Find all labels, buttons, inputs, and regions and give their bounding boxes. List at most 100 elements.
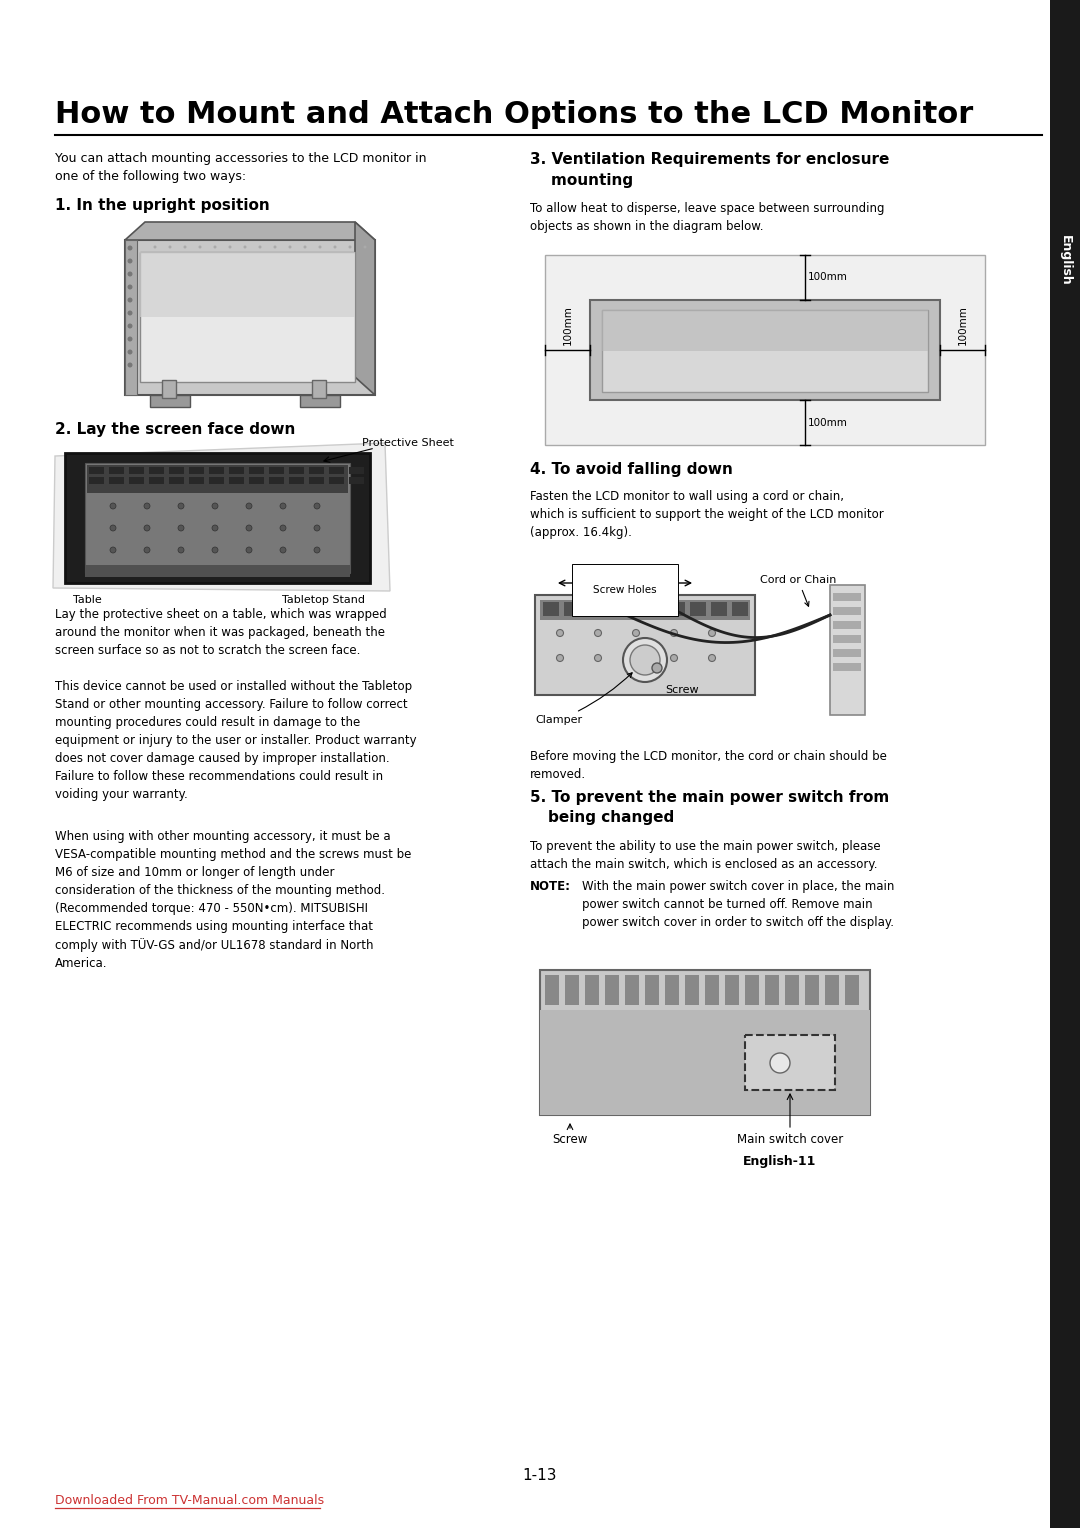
- Bar: [168, 477, 184, 484]
- Circle shape: [246, 526, 252, 532]
- Bar: [85, 565, 350, 578]
- Circle shape: [671, 654, 677, 662]
- Circle shape: [144, 547, 150, 553]
- Circle shape: [212, 503, 218, 509]
- Bar: [711, 602, 727, 616]
- Circle shape: [319, 246, 322, 249]
- Bar: [665, 975, 679, 1005]
- Bar: [606, 602, 622, 616]
- Text: 100mm: 100mm: [808, 417, 848, 428]
- Bar: [564, 602, 580, 616]
- Circle shape: [280, 526, 286, 532]
- Circle shape: [127, 324, 133, 329]
- Circle shape: [556, 630, 564, 637]
- Bar: [162, 380, 176, 397]
- Bar: [540, 1010, 870, 1115]
- Bar: [833, 649, 861, 657]
- Text: 3. Ventilation Requirements for enclosure
    mounting: 3. Ventilation Requirements for enclosur…: [530, 151, 889, 188]
- Polygon shape: [125, 222, 375, 240]
- Text: being changed: being changed: [548, 810, 674, 825]
- Circle shape: [110, 547, 116, 553]
- Bar: [669, 602, 685, 616]
- Bar: [565, 975, 579, 1005]
- Circle shape: [280, 547, 286, 553]
- Text: How to Mount and Attach Options to the LCD Monitor: How to Mount and Attach Options to the L…: [55, 99, 973, 128]
- Circle shape: [168, 246, 172, 249]
- Bar: [349, 468, 364, 474]
- Bar: [545, 255, 985, 445]
- Text: You can attach mounting accessories to the LCD monitor in
one of the following t: You can attach mounting accessories to t…: [55, 151, 427, 183]
- Text: 4. To avoid falling down: 4. To avoid falling down: [530, 461, 733, 477]
- Text: 358mm: 358mm: [605, 570, 645, 581]
- Bar: [685, 975, 699, 1005]
- Bar: [648, 602, 664, 616]
- Text: 5. To prevent the main power switch from: 5. To prevent the main power switch from: [530, 790, 889, 805]
- Circle shape: [273, 246, 276, 249]
- Text: To allow heat to disperse, leave space between surrounding
objects as shown in t: To allow heat to disperse, leave space b…: [530, 202, 885, 232]
- Bar: [845, 975, 859, 1005]
- Bar: [543, 602, 559, 616]
- Bar: [149, 468, 164, 474]
- Circle shape: [334, 246, 337, 249]
- Text: When using with other mounting accessory, it must be a
VESA-compatible mounting : When using with other mounting accessory…: [55, 830, 411, 970]
- Circle shape: [178, 503, 184, 509]
- Bar: [109, 468, 124, 474]
- Circle shape: [214, 246, 216, 249]
- Bar: [602, 310, 928, 351]
- Bar: [229, 468, 244, 474]
- Text: Screw: Screw: [665, 685, 699, 695]
- Bar: [149, 477, 164, 484]
- Bar: [690, 602, 706, 616]
- Circle shape: [258, 246, 261, 249]
- Bar: [627, 602, 643, 616]
- Bar: [602, 310, 928, 393]
- Text: 2. Lay the screen face down: 2. Lay the screen face down: [55, 422, 295, 437]
- Circle shape: [178, 547, 184, 553]
- Circle shape: [652, 663, 662, 672]
- Text: 100mm: 100mm: [563, 306, 572, 345]
- Circle shape: [153, 246, 157, 249]
- Bar: [229, 477, 244, 484]
- Bar: [745, 975, 759, 1005]
- Text: English-11: English-11: [743, 1155, 816, 1167]
- Bar: [785, 975, 799, 1005]
- Bar: [1050, 0, 1080, 1528]
- Text: 1. In the upright position: 1. In the upright position: [55, 199, 270, 212]
- Bar: [590, 299, 940, 400]
- Bar: [349, 477, 364, 484]
- Bar: [87, 465, 348, 494]
- Circle shape: [127, 258, 133, 263]
- Bar: [269, 477, 284, 484]
- Bar: [329, 468, 345, 474]
- Bar: [210, 468, 224, 474]
- Circle shape: [280, 503, 286, 509]
- Circle shape: [243, 246, 246, 249]
- Text: Before moving the LCD monitor, the cord or chain should be
removed.: Before moving the LCD monitor, the cord …: [530, 750, 887, 781]
- Bar: [150, 396, 190, 406]
- Circle shape: [623, 639, 667, 681]
- Circle shape: [127, 272, 133, 277]
- Polygon shape: [53, 443, 390, 591]
- Bar: [89, 468, 104, 474]
- Bar: [89, 477, 104, 484]
- Circle shape: [127, 246, 133, 251]
- Text: English: English: [1058, 235, 1071, 286]
- Circle shape: [708, 654, 715, 662]
- Circle shape: [110, 526, 116, 532]
- Text: NOTE:: NOTE:: [530, 880, 571, 892]
- Text: Cord or Chain: Cord or Chain: [760, 575, 836, 607]
- Bar: [140, 252, 355, 316]
- Circle shape: [556, 654, 564, 662]
- Bar: [168, 468, 184, 474]
- Bar: [249, 468, 264, 474]
- Bar: [540, 601, 750, 620]
- Bar: [745, 1034, 835, 1089]
- Bar: [540, 970, 870, 1115]
- Circle shape: [633, 630, 639, 637]
- Bar: [833, 663, 861, 671]
- Circle shape: [314, 526, 320, 532]
- Text: Clamper: Clamper: [535, 672, 632, 724]
- Circle shape: [288, 246, 292, 249]
- Bar: [625, 975, 639, 1005]
- Bar: [289, 468, 303, 474]
